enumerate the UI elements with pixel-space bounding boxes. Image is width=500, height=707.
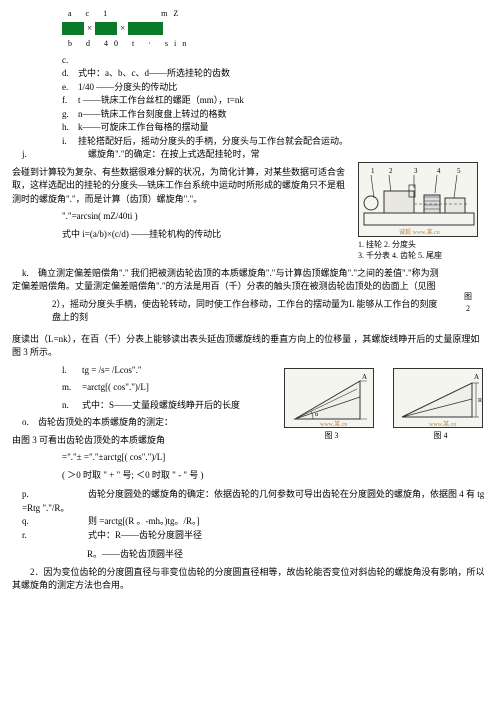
item-r: r.式中：R——齿轮分度圆半径 [22,529,488,543]
formula-3: ="."± ="."±arctg[( cos".")/L] [62,451,488,465]
diagram-3-svg: A R www.某.cn [394,369,484,429]
diagram-2: α A www.某.cn [284,368,374,428]
item-f: f.t ——铣床工作台丝杠的螺距（mm），t=nk [62,94,488,108]
formula-3b: ( ＞0 时取 " + " 号; ＜0 时取 " - " 号 ) [62,469,488,483]
item-k: k.确立测定偏差赔偿角"." 我们把被测齿轮齿顶的本质螺旋角"."与计算齿顶螺旋… [12,267,488,294]
paragraph-3: 度读出（L=nk），在百（千）分表上能够读出表头延齿顶螺旋线的垂直方向上的位移量… [12,333,488,360]
item-e: e.1/40 ——分度头的传动比 [62,81,488,95]
box-3 [128,22,163,35]
mult-1: × [87,22,92,36]
diagram-2-container: α A www.某.cn 图 3 [284,368,379,441]
item-d: d.式中：a、b、c、d——所选挂轮的齿数 [62,67,488,81]
item-g: g.n——铣床工作台刻度盘上转过的格数 [62,108,488,122]
paragraph-2: 2），摇动分度头手柄，使齿轮转动，同时使工作台移动，工作台的摆动量为L 能够从工… [52,298,488,325]
d1-num5: 5 [457,167,461,175]
caption1-line1: 1. 挂轮 2. 分度头 [358,239,488,250]
item-c: c. [62,54,488,68]
svg-text:www.某.cn: www.某.cn [429,421,456,428]
diagram-1: 1 2 3 4 5 诚毅 www.某.cn [358,162,478,237]
formula-top-letters: a c 1 [68,9,113,18]
item-p: p.齿轮分度圆处的螺旋角的确定：依据齿轮的几何参数可导出齿轮在分度圆处的螺旋角，… [22,488,488,515]
item-q: q.则 =arctg[(R 。-mh。)tg。/R。] [22,515,488,529]
fig2-label: 图 2 [448,291,488,315]
item-j-letter: j. [22,148,38,162]
top-formula-block: a c 1 mZ × × b d 40 t · sin [62,8,488,50]
fig3-label: 图 3 [284,430,379,441]
diagram-2-svg: α A www.某.cn [285,369,375,429]
mult-2: × [120,22,125,36]
box-2 [95,22,117,35]
diagram-3: A R www.某.cn [393,368,483,428]
d2-labelA: A [362,373,367,381]
diagram-1-svg: 1 2 3 4 5 诚毅 www.某.cn [359,163,479,238]
item-h: h.k——可旋床工作台每格的摆动量 [62,121,488,135]
diagram-1-container: 1 2 3 4 5 诚毅 www.某.cn 1. 挂轮 2. 分度头 3. [358,162,488,261]
item-j-text: 螺旋角"."的确定：在按上式选配挂轮时，常 [88,149,260,159]
item-i: i.挂轮搭配好后，摇动分度头的手柄，分度头与工作台就会配合运动。 [62,135,488,149]
d3-labelR: R [478,398,482,404]
diagram-3-container: A R www.某.cn 图 4 [393,368,488,441]
paragraph-4: 齿轮齿顶处的本质螺旋角的测定： [38,417,173,427]
paragraph-6: 2．因为变位齿轮的分度圆直径与非变位齿轮的分度圆直径相等，故齿轮能否变位对斜齿轮… [12,566,488,593]
d3-labelA: A [474,373,479,381]
d1-num1: 1 [371,167,375,175]
d1-num3: 3 [414,167,418,175]
diagram-1-caption: 1. 挂轮 2. 分度头 3. 千分表 4. 齿轮 5. 尾座 [358,239,488,261]
svg-text:www.某.cn: www.某.cn [320,421,347,428]
box-1 [62,22,84,35]
caption1-line2: 3. 千分表 4. 齿轮 5. 尾座 [358,250,488,261]
formula-boxes: × × [62,22,488,36]
d1-watermark: 诚毅 www.某.cn [399,228,440,236]
formula-mz: mZ [161,9,184,18]
fig4-label: 图 4 [393,430,488,441]
definition-list: c. d.式中：a、b、c、d——所选挂轮的齿数 e.1/40 ——分度头的传动… [62,54,488,149]
d1-num2: 2 [389,167,393,175]
ra-line: R。——齿轮齿顶圆半径 [87,548,488,562]
formula-bot-letters: b d 40 t · sin [68,38,488,50]
d1-num4: 4 [437,167,441,175]
